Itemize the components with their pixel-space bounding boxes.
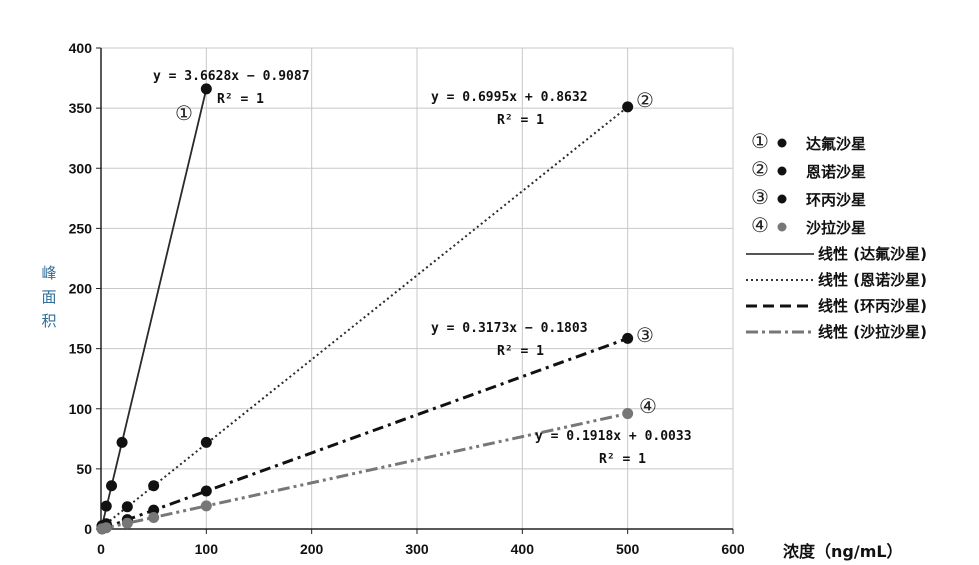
data-point-series-1 [200, 83, 212, 95]
y-tick-label: 250 [69, 220, 93, 236]
x-axis-label: 浓度（ng/mL） [783, 542, 903, 561]
data-point-series-2 [148, 480, 160, 492]
legend-fit-1: 线性 (达氟沙星) [818, 245, 927, 263]
y-tick-labels: 0 50 100 150 200 250 300 350 400 [69, 40, 93, 537]
equation-series-4: y = 0.1918x + 0.0033 [535, 429, 692, 444]
data-point-series-1 [106, 480, 118, 492]
series-4-marker: ④ [639, 394, 657, 418]
y-tick-label: 100 [69, 401, 93, 417]
fit-lines [101, 88, 629, 531]
legend-label-4: 沙拉沙星 [806, 219, 866, 237]
axes [96, 47, 734, 534]
legend: ① 达氟沙星 ② 恩诺沙星 ③ 环丙沙星 ④ 沙拉沙星 线性 (达氟沙星) 线性… [746, 129, 927, 341]
data-point-series-4 [100, 522, 112, 534]
x-tick-label: 100 [195, 541, 219, 557]
x-tick-label: 0 [97, 541, 105, 557]
y-tick-label: 350 [69, 100, 93, 116]
y-axis-label-3: 积 [41, 312, 56, 330]
data-point-series-4 [622, 408, 634, 420]
equation-series-2: y = 0.6995x + 0.8632 [431, 90, 588, 105]
legend-dot-4 [777, 222, 787, 232]
x-tick-label: 400 [511, 541, 535, 557]
legend-label-2: 恩诺沙星 [806, 163, 866, 181]
legend-marker-3: ③ [751, 185, 769, 209]
legend-fit-4: 线性 (沙拉沙星) [818, 323, 927, 341]
y-tick-label: 150 [69, 341, 93, 357]
fit-line-series-1 [101, 88, 208, 526]
y-tick-label: 50 [76, 461, 92, 477]
legend-marker-2: ② [751, 157, 769, 181]
data-point-series-3 [200, 485, 212, 497]
data-point-series-1 [100, 500, 112, 512]
x-tick-labels: 0 100 200 300 400 500 600 [97, 541, 745, 557]
legend-dot-3 [777, 194, 787, 204]
legend-label-1: 达氟沙星 [806, 135, 866, 153]
y-tick-label: 0 [84, 521, 92, 537]
equation-series-3: y = 0.3173x − 0.1803 [431, 321, 588, 336]
y-tick-label: 300 [69, 160, 93, 176]
series-2-marker: ② [636, 88, 654, 112]
fit-line-series-2 [101, 106, 629, 528]
r2-series-1: R² = 1 [217, 92, 264, 107]
legend-dot-1 [777, 138, 787, 148]
legend-marker-4: ④ [751, 213, 769, 237]
data-point-series-4 [121, 517, 133, 529]
series-1-marker: ① [175, 101, 193, 125]
equation-series-1: y = 3.6628x − 0.9087 [153, 69, 310, 84]
r2-series-4: R² = 1 [599, 452, 646, 467]
legend-fit-3: 线性 (环丙沙星) [818, 297, 927, 315]
x-tick-label: 300 [405, 541, 429, 557]
data-point-series-2 [121, 501, 133, 513]
data-point-series-4 [148, 511, 160, 523]
y-tick-label: 400 [69, 40, 93, 56]
x-tick-label: 200 [300, 541, 324, 557]
r2-series-2: R² = 1 [497, 113, 544, 128]
legend-marker-1: ① [751, 129, 769, 153]
x-tick-label: 500 [616, 541, 640, 557]
y-tick-label: 200 [69, 281, 93, 297]
series-3-marker: ③ [636, 323, 654, 347]
data-point-series-4 [200, 500, 212, 512]
legend-label-3: 环丙沙星 [806, 191, 866, 209]
data-point-series-1 [116, 436, 128, 448]
y-axis-label-1: 峰 [41, 264, 56, 282]
legend-fit-2: 线性 (恩诺沙星) [818, 271, 927, 289]
data-point-series-3 [622, 332, 634, 344]
fit-line-series-3 [101, 336, 629, 531]
data-points [96, 83, 634, 535]
legend-dot-2 [777, 166, 787, 176]
data-point-series-2 [200, 436, 212, 448]
r2-series-3: R² = 1 [497, 344, 544, 359]
x-tick-label: 600 [721, 541, 745, 557]
y-axis-label-2: 面 [41, 288, 56, 306]
data-point-series-2 [622, 101, 634, 113]
